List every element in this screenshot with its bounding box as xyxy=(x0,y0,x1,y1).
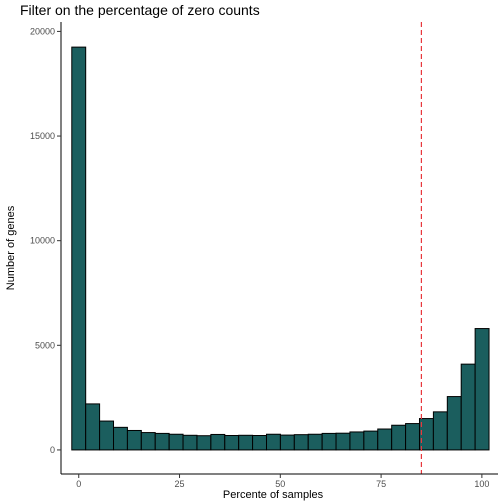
histogram-bar xyxy=(99,420,115,451)
y-axis-ticks: 0 5000 10000 15000 20000 xyxy=(30,26,61,455)
histogram-bar xyxy=(168,433,184,451)
histogram-bar xyxy=(85,403,101,451)
histogram-bar xyxy=(238,434,254,451)
histogram-bar xyxy=(279,434,295,451)
histogram-bar xyxy=(307,433,323,451)
histogram-bar xyxy=(474,328,490,451)
histogram-bar xyxy=(391,424,407,451)
histogram-bar xyxy=(210,433,226,451)
x-axis-label: Percente of samples xyxy=(223,489,324,501)
histogram-bar xyxy=(432,411,448,451)
histogram-bar xyxy=(460,363,476,451)
histogram-bar xyxy=(377,428,393,451)
x-tick-label: 50 xyxy=(275,479,285,489)
x-tick-label: 75 xyxy=(376,479,386,489)
x-axis-ticks: 0 25 50 75 100 xyxy=(76,474,489,489)
histogram-bar xyxy=(405,423,420,451)
histogram-bar xyxy=(321,432,337,451)
histogram-bar xyxy=(335,432,351,451)
y-tick-label: 10000 xyxy=(30,236,55,246)
histogram-bar xyxy=(446,396,462,451)
histogram-bar xyxy=(182,434,198,451)
histogram-bar xyxy=(266,433,281,451)
bars-group xyxy=(71,46,490,451)
y-tick-label: 20000 xyxy=(30,26,55,36)
histogram-bar xyxy=(71,46,87,451)
histogram-bar xyxy=(113,426,128,451)
histogram-bar xyxy=(196,435,212,451)
x-tick-label: 100 xyxy=(474,479,489,489)
y-axis-label: Number of genes xyxy=(5,205,17,290)
histogram-bar xyxy=(349,431,365,451)
histogram-bar xyxy=(293,434,309,451)
x-tick-label: 0 xyxy=(76,479,81,489)
histogram-bar xyxy=(126,429,142,451)
y-tick-label: 0 xyxy=(50,445,55,455)
histogram-bar xyxy=(363,430,379,451)
y-tick-label: 5000 xyxy=(35,340,55,350)
x-tick-label: 25 xyxy=(175,479,185,489)
histogram-bar xyxy=(224,435,240,451)
y-tick-label: 15000 xyxy=(30,131,55,141)
histogram-bar xyxy=(252,435,267,451)
histogram-bar xyxy=(140,432,156,451)
histogram-bar xyxy=(154,432,170,451)
chart-title: Filter on the percentage of zero counts xyxy=(20,2,260,18)
